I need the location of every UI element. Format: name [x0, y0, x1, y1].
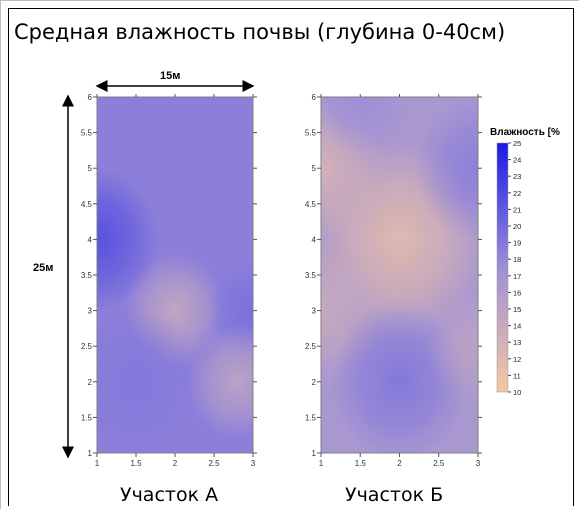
colorbar-tick-label: 12 — [513, 355, 521, 364]
heatmap-hotspot — [415, 97, 478, 241]
colorbar-tick-label: 18 — [513, 255, 521, 264]
y-tick-label: 4.5 — [81, 200, 93, 209]
y-tick-label: 5.5 — [305, 129, 317, 138]
y-tick-label: 4.5 — [305, 200, 317, 209]
colorbar-tick-label: 25 — [513, 139, 521, 148]
x-tick-label: 1 — [95, 459, 100, 468]
heatmap-hotspot — [321, 97, 411, 155]
x-tick-label: 1 — [319, 459, 324, 468]
colorbar-tick-label: 14 — [513, 322, 521, 331]
colorbar-tick-label: 20 — [513, 222, 521, 231]
colorbar-tick-label: 21 — [513, 205, 521, 214]
y-tick-label: 3 — [312, 307, 317, 316]
y-tick-label: 2 — [88, 378, 93, 387]
y-tick-label: 3.5 — [305, 271, 317, 280]
colorbar-tick-label: 22 — [513, 189, 521, 198]
heatmap-hotspot — [97, 310, 199, 453]
x-tick-label: 2.5 — [208, 459, 220, 468]
x-tick-label: 1.5 — [355, 459, 367, 468]
chart-title: Средная влажность почвы (глубина 0-40см) — [14, 20, 506, 44]
y-tick-label: 4 — [88, 235, 93, 244]
y-tick-label: 5 — [312, 164, 317, 173]
x-tick-label: 1.5 — [130, 459, 142, 468]
colorbar-tick-label: 11 — [513, 371, 521, 380]
panel-b-label: Участок Б — [345, 484, 444, 506]
y-tick-label: 2.5 — [81, 342, 93, 351]
y-tick-label: 1.5 — [305, 413, 317, 422]
x-tick-label: 3 — [251, 459, 256, 468]
inner-frame — [8, 8, 574, 506]
colorbar-tick-label: 24 — [513, 156, 521, 165]
y-tick-label: 3.5 — [81, 271, 93, 280]
heatmap-hotspot — [427, 288, 478, 404]
y-tick-label: 1.5 — [81, 413, 93, 422]
legend-title: Влажность [% — [490, 127, 560, 138]
x-tick-label: 2 — [397, 459, 402, 468]
x-tick-label: 3 — [476, 459, 481, 468]
y-tick-label: 3 — [88, 307, 93, 316]
colorbar-tick-label: 23 — [513, 172, 521, 181]
heatmap-hotspot — [187, 324, 253, 440]
colorbar — [496, 142, 509, 393]
height-label: 25м — [33, 262, 54, 274]
colorbar-tick-label: 16 — [513, 288, 521, 297]
colorbar-tick-label: 17 — [513, 272, 521, 281]
y-tick-label: 4 — [312, 235, 317, 244]
y-tick-label: 2 — [312, 378, 317, 387]
y-tick-label: 6 — [88, 93, 93, 102]
y-tick-label: 1 — [88, 449, 93, 458]
width-label: 15м — [160, 70, 181, 82]
panel-a-label: Участок А — [120, 484, 219, 506]
y-tick-label: 5 — [88, 164, 93, 173]
y-tick-label: 1 — [312, 449, 317, 458]
colorbar-tick-label: 13 — [513, 338, 521, 347]
y-tick-label: 5.5 — [81, 129, 93, 138]
y-tick-label: 2.5 — [305, 342, 317, 351]
colorbar-tick-label: 10 — [513, 388, 521, 397]
heatmap-surface-0 — [97, 97, 253, 453]
x-tick-label: 2 — [173, 459, 178, 468]
heatmap-surface-1 — [321, 97, 478, 453]
colorbar-tick-label: 15 — [513, 305, 521, 314]
y-tick-label: 6 — [312, 93, 317, 102]
colorbar-tick-label: 19 — [513, 239, 521, 248]
x-tick-label: 2.5 — [433, 459, 445, 468]
